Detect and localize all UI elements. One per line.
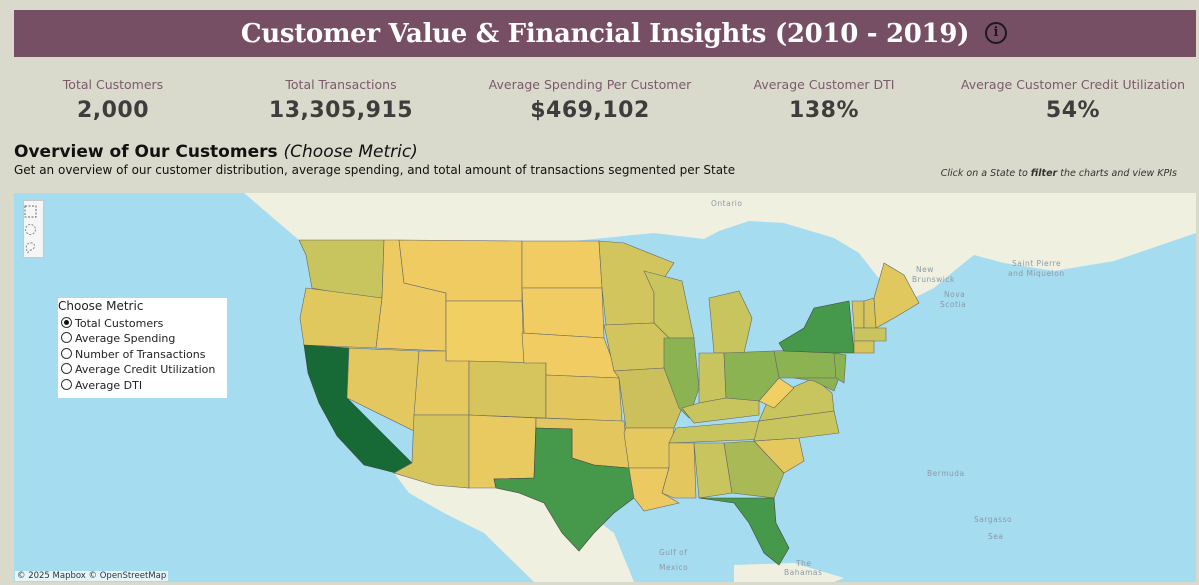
radio-icon[interactable] xyxy=(61,332,72,343)
map-label-new-brunswick: New xyxy=(916,265,934,274)
state-vermont[interactable] xyxy=(851,300,865,329)
state-illinois[interactable] xyxy=(663,337,700,419)
state-south-dakota[interactable] xyxy=(521,287,605,339)
map-canvas[interactable] xyxy=(14,193,1196,582)
kpi-value: 138% xyxy=(789,98,859,123)
kpi-value: 54% xyxy=(1045,98,1101,123)
map-label-gulf-of-mexico: Gulf of xyxy=(659,548,688,557)
section-title: Overview of Our Customers (Choose Metric… xyxy=(14,142,418,162)
kpi-value: $469,102 xyxy=(530,98,650,123)
state-new-jersey[interactable] xyxy=(833,352,847,384)
metric-option-label: Average DTI xyxy=(75,379,143,392)
kpi-label: Total Transactions xyxy=(285,77,397,92)
metric-option-label: Number of Transactions xyxy=(75,348,206,361)
kpi-value: 13,305,915 xyxy=(268,98,414,123)
state-new-mexico[interactable] xyxy=(468,414,537,489)
metric-option-average-dti[interactable]: Average DTI xyxy=(61,379,142,392)
state-arkansas[interactable] xyxy=(623,427,675,469)
state-iowa[interactable] xyxy=(603,322,670,372)
state-kansas[interactable] xyxy=(545,374,623,422)
metric-option-number-of-transactions[interactable]: Number of Transactions xyxy=(61,348,205,361)
map-label-new-brunswick: Brunswick xyxy=(912,275,955,284)
metric-selector-heading: Choose Metric xyxy=(58,299,144,313)
state-oregon[interactable] xyxy=(299,287,383,349)
state-maine[interactable] xyxy=(873,262,920,329)
kpi-average-spending: Average Spending Per Customer $469,102 xyxy=(480,77,700,123)
state-georgia[interactable] xyxy=(723,440,785,499)
map-label-saint-pierre: Saint Pierre xyxy=(1012,259,1062,268)
map-label-gulf-of-mexico: Mexico xyxy=(659,563,689,572)
metric-option-total-customers[interactable]: Total Customers xyxy=(61,317,163,330)
radio-selected-icon[interactable] xyxy=(61,317,72,328)
state-wyoming[interactable] xyxy=(445,300,525,364)
metric-option-average-credit-utilization[interactable]: Average Credit Utilization xyxy=(61,363,215,376)
kpi-label: Total Customers xyxy=(62,77,164,92)
state-north-dakota[interactable] xyxy=(521,240,603,289)
metric-option-average-spending[interactable]: Average Spending xyxy=(61,332,175,345)
land-mexico xyxy=(394,473,634,582)
map-label-bahamas: The xyxy=(796,559,812,568)
kpi-label: Average Spending Per Customer xyxy=(488,77,692,92)
state-west-virginia[interactable] xyxy=(758,377,795,409)
states-layer[interactable] xyxy=(298,239,920,566)
state-new-york[interactable] xyxy=(778,300,855,354)
section-title-suffix: (Choose Metric) xyxy=(283,142,418,162)
choropleth-map[interactable]: Ontario New Brunswick Nova Scotia Saint … xyxy=(14,193,1196,582)
radial-select-icon[interactable] xyxy=(24,223,37,236)
land-newfoundland xyxy=(1014,233,1074,271)
state-texas[interactable] xyxy=(493,427,635,552)
radio-icon[interactable] xyxy=(61,379,72,390)
metric-option-label: Average Spending xyxy=(75,332,176,345)
metric-option-label: Average Credit Utilization xyxy=(75,363,216,376)
state-indiana[interactable] xyxy=(698,352,727,404)
hint-prefix: Click on a State to xyxy=(940,168,1031,179)
map-selection-tools xyxy=(23,200,44,258)
lasso-select-icon[interactable] xyxy=(24,241,37,254)
kpi-average-dti: Average Customer DTI 138% xyxy=(744,77,904,123)
state-michigan[interactable] xyxy=(708,290,753,354)
map-label-sargasso-sea: Sea xyxy=(988,532,1004,541)
state-florida[interactable] xyxy=(698,497,790,566)
hint-bold: filter xyxy=(1030,168,1058,179)
map-label-nova-scotia: Nova xyxy=(944,290,966,299)
state-colorado[interactable] xyxy=(468,360,547,419)
map-attribution[interactable]: © 2025 Mapbox © OpenStreetMap xyxy=(15,571,169,581)
kpi-average-credit-utilization: Average Customer Credit Utilization 54% xyxy=(956,77,1190,123)
kpi-total-customers: Total Customers 2,000 xyxy=(48,77,178,123)
kpi-label: Average Customer Credit Utilization xyxy=(960,77,1186,92)
kpi-value: 2,000 xyxy=(76,98,150,123)
dashboard-header: Customer Value & Financial Insights (201… xyxy=(14,10,1196,57)
map-label-saint-pierre: and Miquelon xyxy=(1008,269,1065,278)
filter-hint: Click on a State to filter the charts an… xyxy=(941,168,1177,179)
map-label-sargasso-sea: Sargasso xyxy=(974,515,1013,524)
kpi-label: Average Customer DTI xyxy=(753,77,895,92)
metric-option-label: Total Customers xyxy=(75,317,164,330)
state-virginia[interactable] xyxy=(758,377,835,422)
section-title-text: Overview of Our Customers xyxy=(14,142,278,162)
land-canada xyxy=(244,193,1196,303)
metric-selector: Choose Metric Total Customers Average Sp… xyxy=(58,298,227,398)
land-cuba xyxy=(734,563,844,582)
map-label-bermuda: Bermuda xyxy=(927,469,965,478)
rect-select-icon[interactable] xyxy=(24,205,37,218)
dashboard-title: Customer Value & Financial Insights (201… xyxy=(240,19,970,49)
section-subtitle: Get an overview of our customer distribu… xyxy=(14,163,736,177)
info-icon[interactable]: i xyxy=(985,22,1007,44)
radio-icon[interactable] xyxy=(61,348,72,359)
map-label-ontario: Ontario xyxy=(711,199,743,208)
map-label-bahamas: Bahamas xyxy=(784,568,823,577)
state-maryland[interactable] xyxy=(793,377,840,392)
map-label-nova-scotia: Scotia xyxy=(940,300,967,309)
radio-icon[interactable] xyxy=(61,363,72,374)
hint-suffix: the charts and view KPIs xyxy=(1057,168,1177,179)
kpi-total-transactions: Total Transactions 13,305,915 xyxy=(261,77,421,123)
state-connecticut[interactable] xyxy=(853,340,875,354)
state-massachusetts[interactable] xyxy=(853,327,887,342)
